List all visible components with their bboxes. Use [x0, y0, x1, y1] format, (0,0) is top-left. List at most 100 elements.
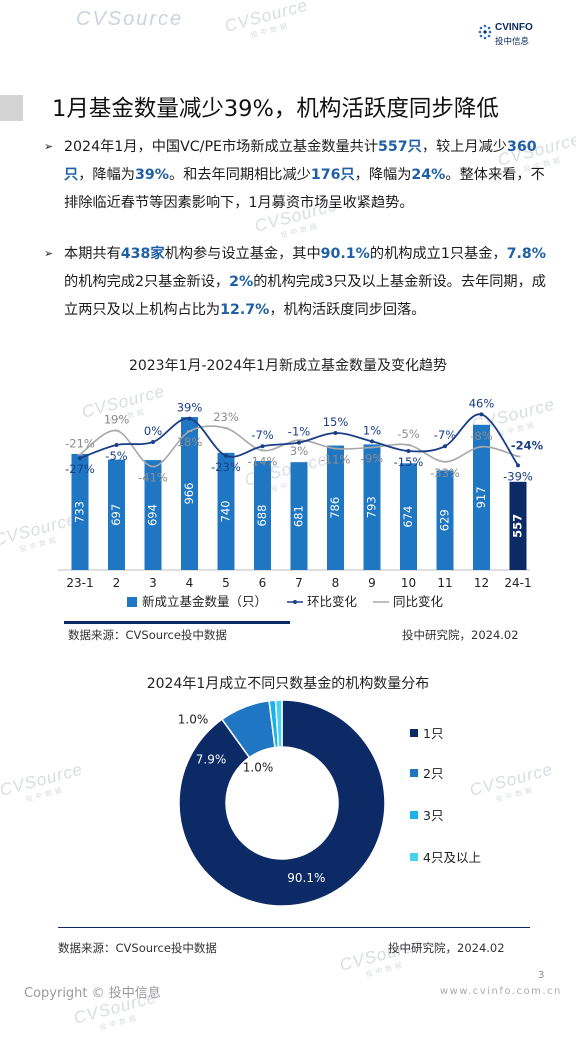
x-tick-label: 7 — [295, 576, 303, 590]
yoy-data-label: -24% — [511, 438, 544, 452]
chart-title: 2024年1月成立不同只数基金的机构数量分布 — [146, 676, 430, 692]
x-tick-label: 6 — [259, 576, 267, 590]
mom-point — [370, 439, 374, 444]
bar-value-label: 674 — [401, 506, 415, 528]
mom-data-label: -27% — [65, 462, 95, 476]
bullet-text-segment: ，降幅为 — [354, 167, 412, 183]
yoy-data-label: -5% — [397, 427, 419, 441]
highlight-number: 39% — [134, 167, 169, 183]
bar-value-label: 733 — [73, 501, 87, 523]
donut-slice — [178, 699, 386, 907]
cvinfo-brand: CVINFO — [495, 22, 533, 33]
mom-data-label: -15% — [394, 455, 424, 469]
yoy-data-label: 18% — [177, 435, 203, 449]
mom-data-label: 15% — [323, 415, 349, 429]
yoy-data-label: -33% — [430, 466, 460, 480]
highlight-number: 12.7% — [220, 302, 270, 318]
mom-point — [297, 440, 301, 445]
bar-value-label: 694 — [146, 504, 160, 526]
legend-label: 1只 — [423, 726, 443, 741]
bar — [254, 461, 271, 570]
mom-data-label: 46% — [469, 396, 495, 410]
chart-title: 2023年1月-2024年1月新成立基金数量及变化趋势 — [128, 358, 448, 374]
slice-label: 7.9% — [196, 753, 227, 767]
legend-yoy-label: 同比变化 — [393, 594, 444, 609]
bar — [436, 470, 454, 570]
bullet-text-segment: 本期共有 — [64, 246, 121, 262]
footer-copyright: Copyright © 投中信息 — [24, 986, 161, 1001]
legend-swatch — [410, 853, 418, 861]
arrow-bullet-icon: ➢ — [44, 247, 54, 260]
highlight-number: 557只 — [378, 139, 422, 155]
mom-data-label: 39% — [177, 401, 203, 415]
legend-mom-label: 环比变化 — [307, 594, 358, 609]
bar-value-label: 917 — [474, 486, 488, 508]
bar — [144, 460, 162, 570]
legend-swatch — [410, 769, 418, 777]
bullet-text-segment: 2024年1月，中国VC/PE市场新成立基金数量共计 — [64, 139, 379, 155]
footer-url: www.cvinfo.com.cn — [440, 986, 562, 997]
bar-value-label: 688 — [255, 505, 269, 527]
mom-data-label: -7% — [434, 428, 456, 442]
mom-point — [333, 431, 338, 435]
bar-value-label: 786 — [328, 497, 342, 519]
bar-value-label: 966 — [182, 483, 196, 505]
divider — [58, 927, 530, 928]
bullet-text-segment: ，机构活跃度同步回落。 — [269, 302, 426, 318]
bullet-text-segment: ，降幅为 — [78, 167, 135, 183]
mom-point — [187, 416, 192, 421]
bullet-paragraph: ➢ 本期共有438家机构参与设立基金，其中90.1%的机构成立1只基金，7.8%… — [44, 240, 552, 324]
data-credit: 投中研究院，2024.02 — [402, 628, 519, 642]
legend-label: 4只及以上 — [423, 850, 481, 865]
bar — [181, 417, 198, 570]
bullet-paragraph: ➢ 2024年1月，中国VC/PE市场新成立基金数量共计557只，较上月减少36… — [44, 133, 552, 217]
yoy-data-label: -8% — [470, 429, 492, 443]
x-tick-label: 2 — [113, 576, 121, 590]
page-number: 3 — [538, 970, 545, 981]
arrow-bullet-icon: ➢ — [44, 140, 54, 153]
x-tick-label: 10 — [401, 576, 416, 590]
bar-value-label: 740 — [219, 500, 233, 522]
highlight-number: 2% — [229, 274, 254, 290]
yoy-data-label: -11% — [321, 453, 351, 467]
mom-data-label: -5% — [105, 449, 127, 463]
yoy-data-label: 19% — [104, 413, 130, 427]
cvinfo-logo-icon — [478, 24, 492, 40]
slice-label: 90.1% — [287, 871, 325, 885]
mom-point — [443, 444, 447, 449]
yoy-data-label: -41% — [138, 471, 168, 485]
data-source: 数据来源：CVSource投中数据 — [58, 941, 217, 955]
mom-point — [516, 463, 520, 468]
highlight-number: 7.8% — [506, 246, 546, 262]
bar — [217, 452, 235, 570]
x-tick-label: 4 — [186, 576, 194, 590]
highlight-number: 438家 — [120, 246, 165, 262]
bar — [327, 445, 344, 570]
bar — [473, 424, 490, 570]
x-tick-label: 9 — [368, 576, 376, 590]
divider — [64, 621, 290, 624]
slice-label: 1.0% — [243, 761, 274, 775]
yoy-data-label: -21% — [65, 437, 95, 451]
bar — [509, 481, 527, 570]
fund-count-trend-chart: 733 23-1 697 2 694 3 966 4 740 5 688 6 681 7 786 8 793 9 6… — [58, 396, 544, 609]
cvsource-logo: CVSource — [76, 8, 184, 30]
mom-point — [260, 444, 265, 449]
data-credit: 投中研究院，2024.02 — [388, 941, 505, 955]
mom-point — [151, 440, 155, 444]
x-tick-label: 24-1 — [504, 576, 531, 590]
bullet-text: 2024年1月，中国VC/PE市场新成立基金数量共计557只，较上月减少360只… — [44, 133, 552, 217]
bullet-text-segment: 的机构成立1只基金， — [369, 246, 507, 262]
watermark: CVSource 投中数据 — [222, 0, 311, 40]
bar — [290, 462, 308, 570]
bar — [363, 444, 381, 570]
bullet-text: 本期共有438家机构参与设立基金，其中90.1%的机构成立1只基金，7.8% 的机… — [44, 240, 552, 324]
legend-bar-label: 新成立基金数量（只） — [142, 594, 267, 609]
yoy-data-label: 23% — [213, 410, 239, 424]
legend-mom-marker — [293, 600, 297, 604]
bullet-text-segment: ，较上月减少 — [421, 139, 507, 155]
x-tick-label: 3 — [149, 576, 157, 590]
mom-point — [479, 412, 484, 417]
bar — [400, 463, 417, 570]
bullet-text-segment: 的机构完成2只基金新设， — [64, 274, 230, 290]
